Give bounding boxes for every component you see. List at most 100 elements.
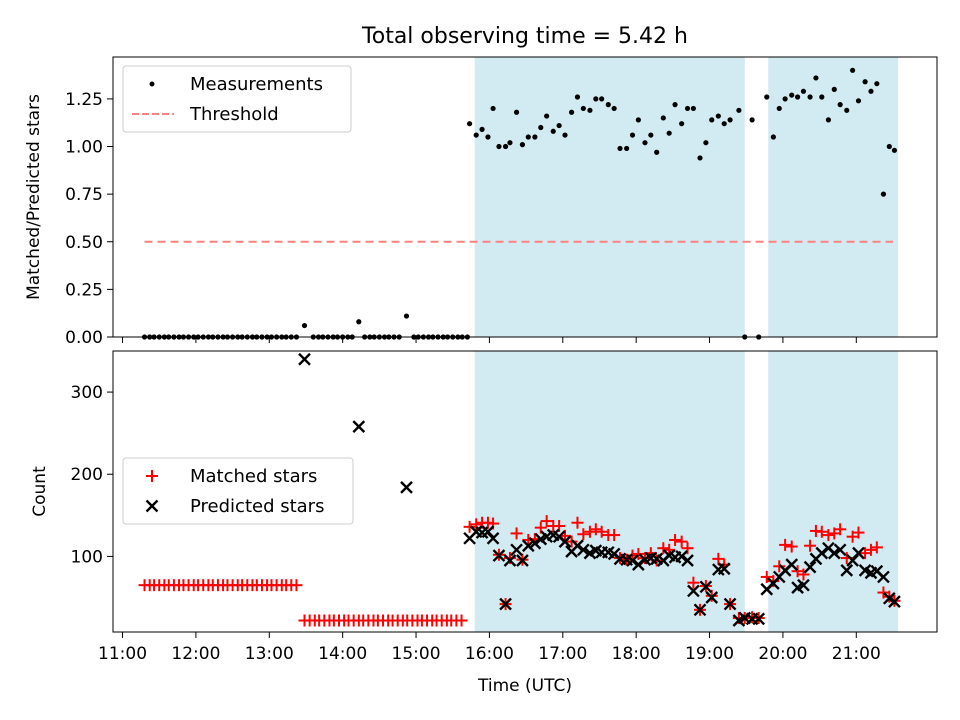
count-panel-xtick-label: 15:00 — [392, 644, 441, 664]
count-panel-xtick-label: 21:00 — [832, 644, 881, 664]
measurement-point — [629, 132, 636, 138]
matched-star-point — [712, 552, 725, 565]
measurement-point — [800, 88, 807, 94]
measurement-point — [813, 75, 819, 81]
measurement-point — [721, 121, 727, 127]
measurement-point — [807, 94, 813, 100]
matched-star-point — [577, 528, 590, 541]
ratio-panel-ytick-label: 1.25 — [65, 90, 103, 110]
measurement-point — [684, 105, 691, 112]
matched-star-point — [632, 547, 645, 560]
legend-threshold-label: Threshold — [189, 104, 279, 125]
count-panel-xtick-label: 20:00 — [758, 644, 807, 664]
measurement-point — [611, 105, 617, 112]
predicted-star-point — [840, 564, 854, 577]
legend-measurements-marker — [149, 81, 155, 87]
measurement-point — [593, 96, 599, 102]
legend-predicted-label: Predicted stars — [190, 496, 324, 517]
measurement-point — [794, 94, 801, 100]
observing-span-2 — [768, 57, 899, 337]
matched-star-point — [608, 529, 621, 542]
matched-star-point — [870, 541, 883, 554]
predicted-star-point — [888, 595, 901, 608]
measurement-point — [485, 134, 491, 140]
matched-star-point — [815, 525, 828, 538]
predicted-star-point — [400, 481, 413, 494]
predicted-star-point — [687, 584, 700, 598]
measurement-point — [868, 88, 874, 94]
measurement-point — [574, 94, 581, 100]
predicted-star-point — [877, 570, 890, 584]
count-panel-ytick-label: 100 — [71, 547, 103, 567]
measurement-point — [697, 155, 703, 161]
legend-measurements-label: Measurements — [190, 74, 323, 95]
count-panel-legend: Matched stars Predicted stars — [122, 457, 354, 525]
count-panel-xtick-label: 14:00 — [318, 644, 367, 664]
measurement-point — [862, 79, 868, 85]
legend-predicted-marker — [145, 499, 159, 513]
measurement-point — [831, 86, 837, 92]
matched-star-point — [583, 525, 596, 538]
ratio-panel-ytick-label: 1.00 — [65, 138, 103, 158]
predicted-star-point — [681, 554, 694, 567]
observing-span-2 — [768, 351, 899, 632]
matched-star-point — [779, 538, 792, 551]
measurement-point — [850, 67, 856, 73]
matched-star-point — [687, 576, 700, 589]
count-panel-xtick-label: 17:00 — [538, 644, 587, 664]
measurement-point — [648, 132, 654, 138]
predicted-star-point — [486, 531, 500, 545]
matched-star-point — [589, 523, 602, 536]
measurement-point — [507, 140, 513, 146]
measurement-point — [679, 121, 685, 127]
matched-star-point — [834, 523, 847, 536]
measurement-point — [356, 319, 362, 325]
measurement-point — [749, 117, 755, 123]
predicted-star-point — [785, 558, 799, 571]
ratio-panel-legend: Measurements Threshold — [122, 65, 352, 133]
count-panel-xtick-label: 13:00 — [245, 644, 294, 664]
measurement-point — [891, 147, 898, 153]
matched-star-point — [797, 568, 810, 581]
x-axis-label: Time (UTC) — [477, 676, 572, 696]
predicted-star-point — [705, 591, 719, 604]
measurement-point — [855, 98, 862, 104]
ratio-panel-ytick-label: 0.25 — [65, 280, 103, 300]
measurement-point — [690, 105, 696, 112]
measurement-point — [782, 96, 788, 102]
ratio-panel-legend-box — [122, 65, 352, 133]
matched-star-point — [852, 526, 865, 539]
measurement-point — [770, 134, 776, 140]
predicted-star-point — [752, 612, 766, 626]
measurement-point — [490, 105, 496, 112]
predicted-star-point — [626, 554, 639, 567]
predicted-star-point — [717, 562, 731, 576]
count-panel-xtick-label: 12:00 — [171, 644, 220, 664]
measurement-point — [727, 117, 733, 123]
count-panel-xtick-label: 19:00 — [685, 644, 734, 664]
ratio-panel-frame — [112, 56, 938, 338]
matched-star-point — [760, 570, 773, 583]
legend-matched-label: Matched stars — [190, 466, 317, 487]
ratio-panel-axes: 0.00 0.25 0.50 0.75 1.00 1.25 — [65, 90, 857, 348]
measurement-point — [513, 109, 520, 115]
legend-matched-marker — [146, 470, 158, 482]
predicted-star-point — [571, 539, 584, 553]
ratio-panel-ytick-label: 0.00 — [65, 328, 103, 348]
measurement-point — [825, 117, 832, 123]
count-panel-observing-spans — [474, 351, 899, 632]
measurement-point — [715, 113, 721, 119]
ratio-panel-ytick-label: 0.75 — [65, 185, 103, 205]
measurement-point — [587, 107, 593, 113]
ratio-panel-data — [141, 67, 898, 340]
measurement-point — [525, 134, 531, 140]
matched-star-point — [773, 560, 786, 573]
matched-star-point — [864, 543, 877, 556]
matched-star-point — [463, 520, 476, 533]
matched-star-point — [669, 533, 682, 546]
count-panel-ytick-label: 300 — [71, 383, 103, 403]
predicted-star-point — [852, 546, 865, 560]
measurement-point — [403, 313, 410, 319]
measurement-point — [562, 132, 568, 138]
